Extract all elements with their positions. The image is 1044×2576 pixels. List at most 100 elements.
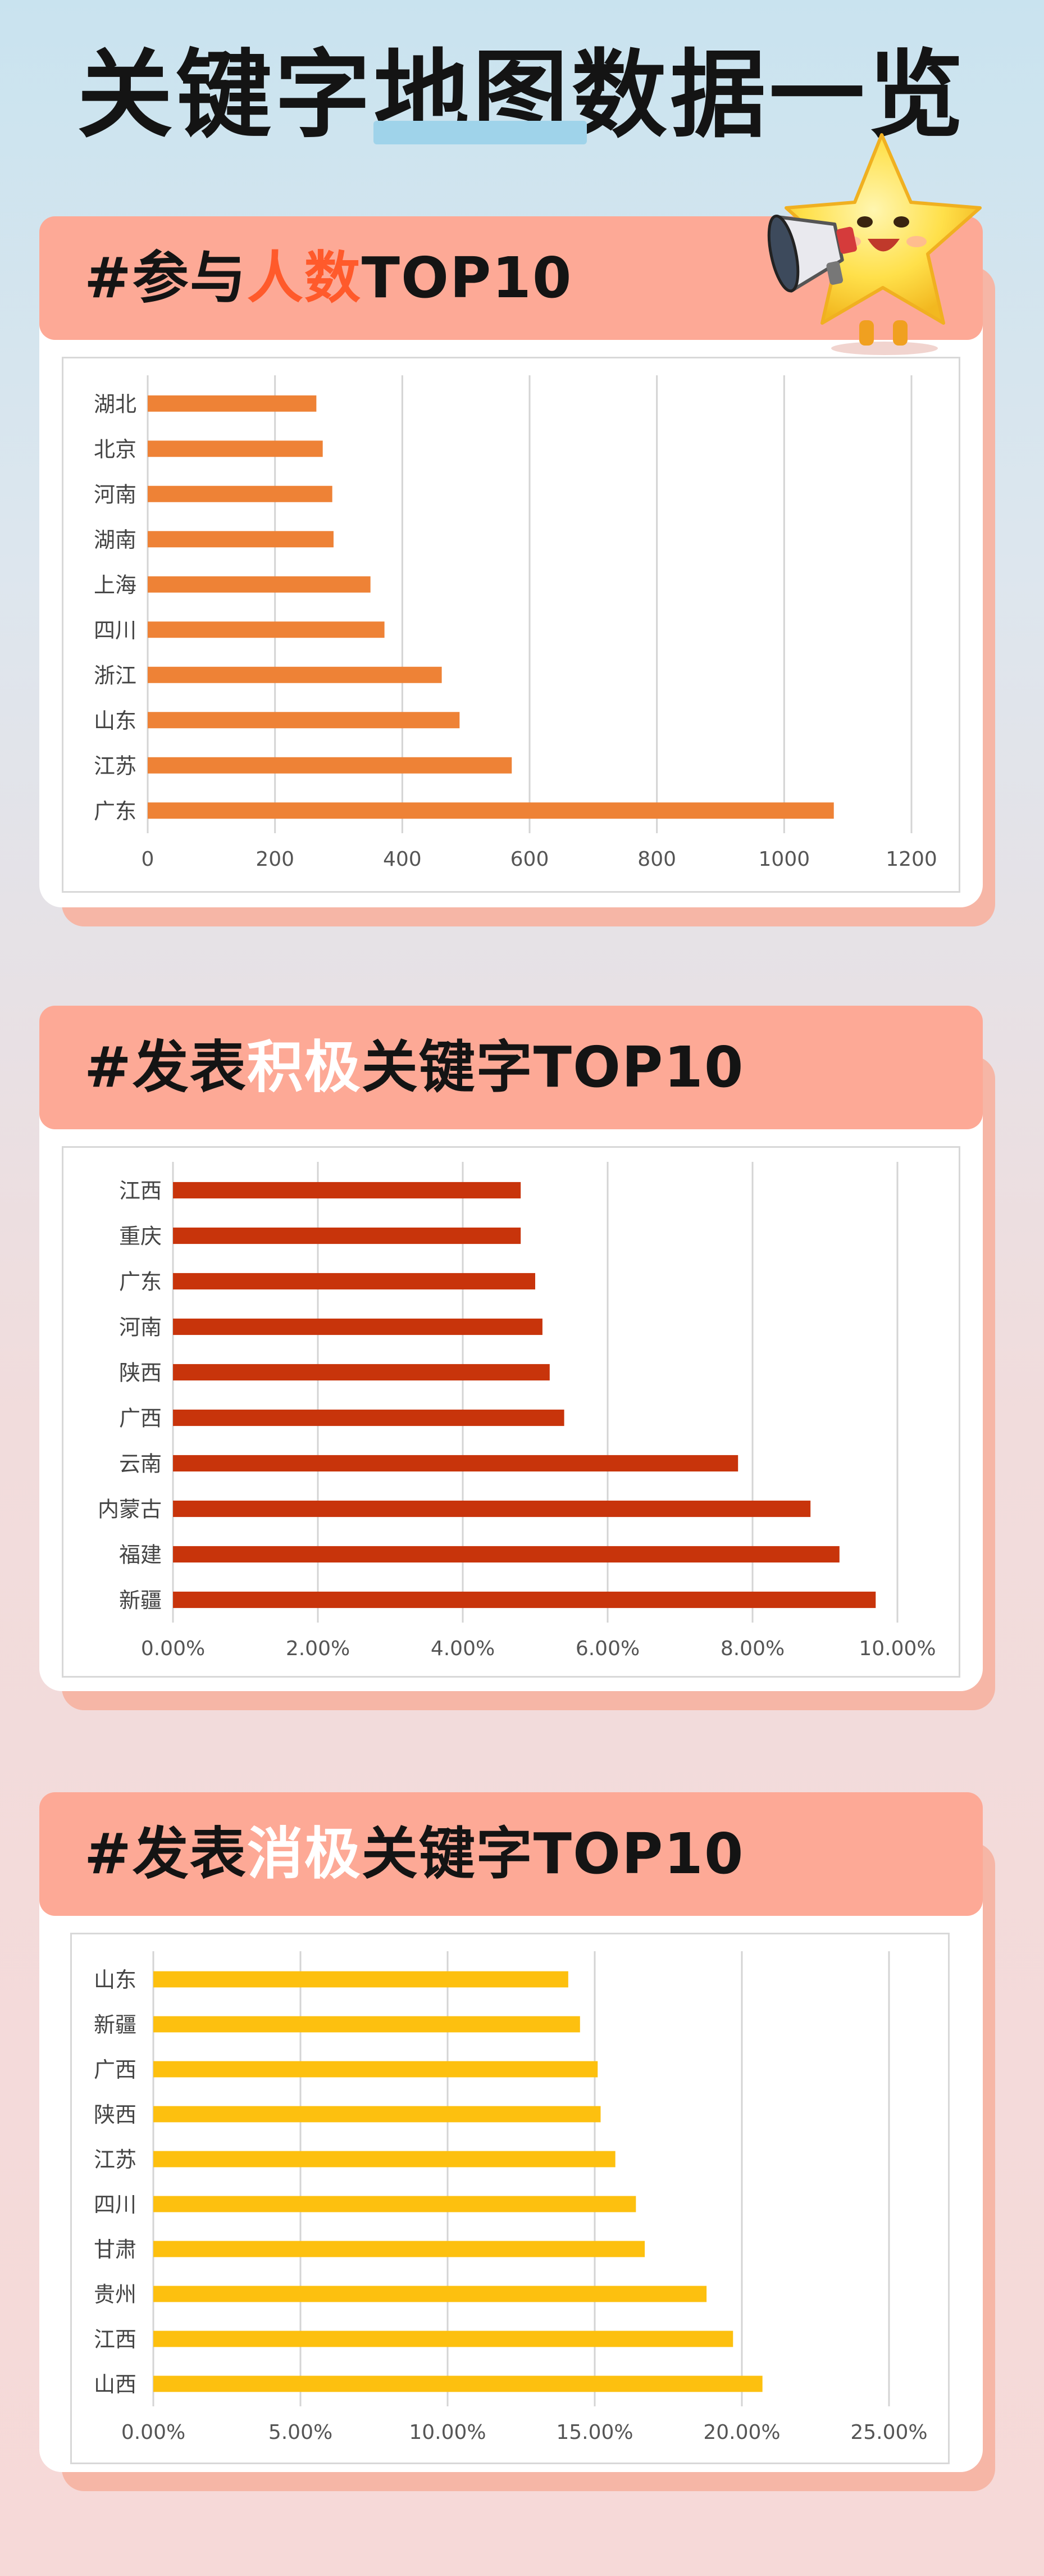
heading-highlight: 人数 — [247, 245, 362, 311]
bar — [173, 1227, 521, 1244]
x-tick-label: 2.00% — [286, 1637, 350, 1660]
bar — [153, 2241, 645, 2257]
category-label: 河南 — [94, 482, 136, 507]
x-tick-label: 10.00% — [859, 1637, 936, 1660]
heading-part: #发表 — [84, 1034, 247, 1100]
bar — [173, 1364, 550, 1381]
plot-frame: 0 200 400 600 800 1000 1200 湖北北京河南湖南上海四川浙江山东江苏广… — [62, 357, 960, 893]
x-tick-label: 5.00% — [268, 2421, 332, 2444]
x-tick-label: 4.00% — [431, 1637, 495, 1660]
bar — [173, 1409, 564, 1426]
bar — [148, 485, 332, 502]
category-label: 河南 — [119, 1315, 162, 1340]
plot-frame: 0.00% 5.00% 10.00% 15.00% 20.00% 25.00% 山东 新疆 广西… — [70, 1933, 950, 2464]
bar — [153, 2286, 707, 2302]
heading-part: TOP10 — [361, 245, 573, 311]
category-label: 广西 — [119, 1406, 162, 1431]
bar — [148, 395, 317, 412]
bar — [148, 712, 460, 729]
heading-part: #参与 — [84, 245, 247, 311]
bar — [148, 666, 442, 683]
category-label: 四川 — [94, 618, 136, 643]
section-positive-keywords: #发表积极关键字TOP10 0.00% 2.00% 4.00% 6.00% 8.00% 1… — [39, 1006, 995, 1710]
category-label: 湖南 — [94, 528, 136, 552]
x-tick-label: 6.00% — [576, 1637, 640, 1660]
heading-part: #发表 — [84, 1821, 247, 1887]
x-tick-label: 0 — [142, 848, 154, 871]
x-tick-label: 600 — [510, 848, 549, 871]
bar — [148, 802, 834, 819]
x-tick-label: 10.00% — [409, 2421, 486, 2444]
bar — [153, 2330, 733, 2347]
bar — [173, 1455, 738, 1472]
star-mascot-icon — [767, 133, 982, 355]
category-label: 重庆 — [119, 1224, 162, 1249]
category-label: 浙江 — [94, 663, 136, 688]
x-tick-label: 1000 — [759, 848, 810, 871]
x-tick-label: 200 — [256, 848, 294, 871]
bar — [173, 1591, 876, 1609]
title-highlight — [373, 121, 587, 144]
bar — [173, 1273, 535, 1290]
category-label: 广西 — [94, 2057, 136, 2082]
section-heading: #发表消极关键字TOP10 — [84, 1792, 744, 1916]
bar-chart-negative: 0.00% 5.00% 10.00% 15.00% 20.00% 25.00% 山东新疆广西… — [94, 1951, 928, 2444]
bar — [153, 2151, 616, 2168]
x-tick-label: 15.00% — [556, 2421, 633, 2444]
category-label: 江苏 — [94, 753, 136, 778]
bar — [173, 1318, 542, 1335]
bar — [148, 440, 323, 457]
category-label: 陕西 — [119, 1361, 162, 1385]
section-header: #发表积极关键字TOP10 — [39, 1006, 983, 1129]
section-heading: #参与人数TOP10 — [84, 216, 572, 340]
category-label: 山西 — [94, 2372, 136, 2397]
bar — [173, 1546, 840, 1563]
category-label: 甘肃 — [94, 2237, 136, 2262]
category-label: 山东 — [94, 708, 136, 733]
category-label: 广东 — [94, 799, 136, 824]
bar — [148, 576, 371, 593]
category-label: 内蒙古 — [98, 1497, 162, 1522]
heading-highlight: 消极 — [247, 1821, 362, 1887]
category-label: 湖北 — [94, 392, 136, 416]
bar — [148, 621, 385, 638]
category-label: 新疆 — [119, 1588, 162, 1613]
category-label: 上海 — [94, 573, 136, 597]
x-tick-label: 0.00% — [121, 2421, 185, 2444]
bar — [153, 2016, 580, 2033]
x-tick-label: 0.00% — [141, 1637, 205, 1660]
x-tick-label: 8.00% — [721, 1637, 785, 1660]
section-heading: #发表积极关键字TOP10 — [84, 1006, 744, 1129]
heading-highlight: 积极 — [247, 1034, 362, 1100]
category-label: 四川 — [94, 2192, 136, 2217]
section-header: #发表消极关键字TOP10 — [39, 1792, 983, 1916]
section-negative-keywords: #发表消极关键字TOP10 0.00% 5.00% 10.00% 15.00% 20.0… — [39, 1792, 995, 2491]
bar — [148, 757, 512, 774]
x-tick-label: 400 — [383, 848, 422, 871]
category-label: 江西 — [119, 1179, 162, 1203]
x-tick-label: 1200 — [886, 848, 937, 871]
bar-chart-participants: 0 200 400 600 800 1000 1200 湖北北京河南湖南上海四川浙江山东江苏广… — [94, 375, 937, 871]
category-label: 云南 — [119, 1452, 162, 1476]
x-tick-label: 20.00% — [703, 2421, 780, 2444]
bar — [153, 2061, 598, 2078]
category-label: 江西 — [94, 2327, 136, 2352]
category-label: 陕西 — [94, 2102, 136, 2127]
bar — [173, 1500, 811, 1518]
bar — [148, 531, 334, 548]
category-label: 广东 — [119, 1270, 162, 1294]
heading-part: 关键字TOP10 — [361, 1821, 745, 1887]
category-label: 山东 — [94, 1968, 136, 1992]
x-tick-label: 800 — [637, 848, 676, 871]
category-label: 贵州 — [94, 2282, 136, 2307]
bar — [173, 1182, 521, 1199]
category-label: 北京 — [94, 437, 136, 462]
heading-part: 关键字TOP10 — [361, 1034, 745, 1100]
bar — [153, 2375, 763, 2392]
x-tick-label: 25.00% — [850, 2421, 927, 2444]
bar — [153, 2106, 601, 2123]
bar-chart-positive: 0.00% 2.00% 4.00% 6.00% 8.00% 10.00% 江西重庆广东河南陕… — [98, 1162, 936, 1660]
bar — [153, 2196, 636, 2212]
plot-frame: 0.00% 2.00% 4.00% 6.00% 8.00% 10.00% 江西重庆广东河南陕… — [62, 1146, 960, 1678]
category-label: 江苏 — [94, 2147, 136, 2172]
